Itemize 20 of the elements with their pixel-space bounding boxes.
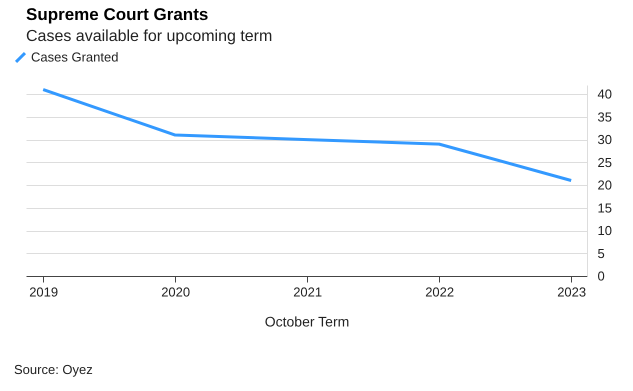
legend-label: Cases Granted [31,50,118,64]
y-tick-label: 30 [598,132,612,148]
source-note: Source: Oyez [14,362,93,377]
y-tick-label: 0 [598,268,605,284]
y-tick-label: 10 [598,223,612,238]
x-axis-title: October Term [264,314,350,330]
y-tick-label: 35 [598,109,612,124]
y-tick-label: 15 [598,200,612,216]
y-tick-label: 20 [598,178,612,193]
x-tick-label: 2020 [161,284,190,300]
x-tick-label: 2019 [29,284,58,300]
y-tick-label: 25 [598,154,612,170]
line-series [42,88,573,182]
y-tick-label: 40 [598,86,612,102]
x-tick-label: 2022 [425,284,454,300]
x-tick-label: 2021 [293,284,322,300]
chart-subtitle: Cases available for upcoming term [26,28,272,45]
y-tick-label: 5 [598,246,605,261]
chart-title: Supreme Court Grants [26,5,208,24]
x-tick-label: 2023 [557,284,586,300]
